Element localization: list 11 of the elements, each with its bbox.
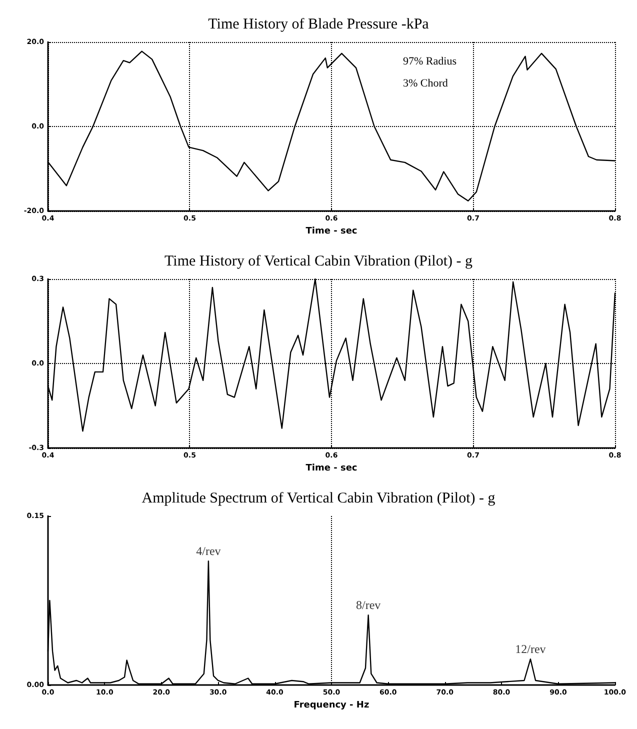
annotation: 4/rev bbox=[196, 544, 221, 558]
x-axis-title: Time - sec bbox=[306, 226, 358, 236]
annotation: 8/rev bbox=[356, 598, 381, 612]
annotation: 12/rev bbox=[515, 642, 546, 656]
chart-title: Time History of Vertical Cabin Vibration (Pilot) - g bbox=[164, 254, 473, 270]
chart-title: Amplitude Spectrum of Vertical Cabin Vibration (Pilot) - g bbox=[142, 490, 496, 506]
annotation: 3% Chord bbox=[403, 78, 448, 90]
chart-title: Time History of Blade Pressure -kPa bbox=[208, 16, 430, 32]
annotation: 97% Radius bbox=[403, 56, 456, 68]
x-axis-title: Time - sec bbox=[306, 464, 358, 474]
x-axis-title: Frequency - Hz bbox=[294, 700, 370, 710]
